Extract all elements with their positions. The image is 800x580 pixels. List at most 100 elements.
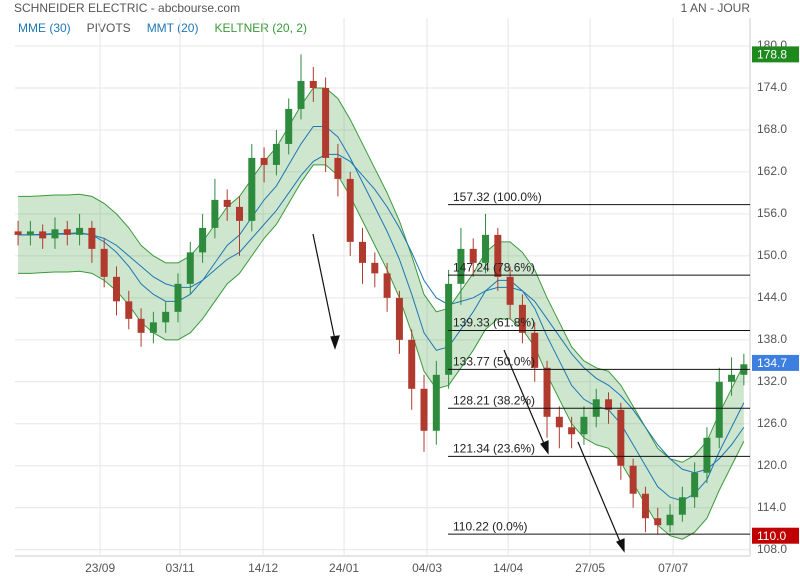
candle-body	[469, 248, 477, 263]
candle-body	[629, 465, 637, 494]
candle-body	[654, 518, 662, 526]
candle-body	[359, 241, 367, 263]
candle-body	[432, 374, 440, 431]
candle-body	[248, 157, 256, 221]
y-tick-label: 126.0	[757, 416, 787, 430]
candle-body	[51, 229, 59, 239]
candle-body	[641, 493, 649, 519]
candle-body	[149, 322, 157, 333]
price-badge-label: 110.0	[757, 529, 786, 543]
fib-label: 139.33 (61.8%)	[453, 316, 535, 330]
candle-body	[445, 283, 453, 375]
candle-body	[678, 497, 686, 515]
candle-body	[137, 318, 145, 333]
candle-body	[174, 283, 182, 312]
candle-body	[162, 311, 170, 323]
candle-body	[408, 339, 416, 389]
price-badge-label: 134.7	[757, 356, 787, 370]
x-tick-label: 07/07	[658, 561, 688, 575]
candle-body	[26, 231, 34, 235]
fib-label: 128.21 (38.2%)	[453, 393, 535, 407]
price-badge	[752, 354, 799, 371]
candle-body	[506, 276, 514, 305]
legend-entry: MMT (20)	[147, 21, 199, 35]
candle-body	[395, 297, 403, 340]
fib-label: 147.24 (78.6%)	[453, 260, 535, 274]
candle-body	[482, 234, 490, 263]
candle-body	[309, 80, 317, 88]
fib-label: 133.77 (50.0%)	[453, 355, 535, 369]
y-tick-label: 144.0	[757, 290, 787, 304]
chart-title: SCHNEIDER ELECTRIC - abcbourse.com	[14, 1, 240, 15]
x-tick-label: 14/12	[248, 561, 278, 575]
candle-body	[728, 374, 736, 382]
candle-body	[322, 87, 330, 158]
candle-body	[39, 231, 47, 239]
price-badge	[752, 46, 799, 63]
x-tick-label: 04/03	[412, 561, 442, 575]
keltner-upper	[18, 87, 745, 463]
candle-body	[580, 416, 588, 435]
candle-body	[272, 143, 280, 165]
candle-body	[100, 248, 108, 277]
y-tick-label: 174.0	[757, 80, 787, 94]
candle-body	[199, 227, 207, 253]
candle-body	[371, 262, 379, 274]
candle-body	[63, 229, 71, 235]
candle-body	[568, 427, 576, 435]
period: 1 AN - JOUR	[681, 1, 751, 15]
price-badge	[752, 527, 799, 544]
candle-body	[186, 252, 194, 284]
plot	[14, 18, 750, 556]
candle-body	[703, 437, 711, 473]
mme-line	[18, 153, 745, 474]
candle-body	[235, 206, 243, 221]
y-tick-label: 108.0	[757, 542, 787, 556]
legend: MME (30) PIVOTS MMT (20) KELTNER (20, 2)	[18, 21, 307, 35]
candle-body	[223, 199, 231, 207]
candle-body	[76, 227, 84, 235]
fib-label: 157.32 (100.0%)	[453, 190, 542, 204]
candle-body	[666, 514, 674, 526]
candle-body	[457, 248, 465, 284]
candle-body	[691, 472, 699, 498]
fib-label: 110.22 (0.0%)	[453, 519, 528, 533]
candle-body	[605, 399, 613, 410]
candle-body	[260, 157, 268, 165]
x-tick-label: 14/04	[493, 561, 523, 575]
candle-body	[420, 388, 428, 431]
legend-entry: MME (30)	[18, 21, 71, 35]
x-tick-label: 27/05	[575, 561, 605, 575]
y-tick-label: 138.0	[757, 332, 787, 346]
legend-entry: KELTNER (20, 2)	[214, 21, 306, 35]
candle-body	[555, 416, 563, 428]
y-tick-label: 162.0	[757, 164, 787, 178]
y-tick-label: 150.0	[757, 248, 787, 262]
candle-body	[383, 273, 391, 298]
candle-body	[346, 178, 354, 242]
y-tick-label: 156.0	[757, 206, 787, 220]
legend-entry: PIVOTS	[87, 21, 131, 35]
candle-body	[531, 332, 539, 368]
candle-body	[14, 231, 22, 235]
arrows	[312, 233, 625, 553]
candle-body	[88, 227, 96, 249]
x-tick-label: 24/01	[329, 561, 359, 575]
y-tick-label: 168.0	[757, 122, 787, 136]
fib-label: 121.34 (23.6%)	[453, 442, 535, 456]
candle-body	[494, 234, 502, 277]
y-tick-label: 114.0	[757, 500, 786, 514]
candle-body	[297, 80, 305, 109]
price-badge-label: 178.8	[757, 48, 787, 62]
candle-body	[543, 367, 551, 417]
candle-body	[518, 304, 526, 333]
candle-body	[617, 409, 625, 466]
candle-body	[211, 199, 219, 228]
candle-body	[285, 108, 293, 144]
x-tick-label: 03/11	[166, 561, 195, 575]
candle-body	[125, 301, 133, 319]
y-tick-label: 132.0	[757, 374, 787, 388]
x-tick-label: 23/09	[85, 561, 115, 575]
